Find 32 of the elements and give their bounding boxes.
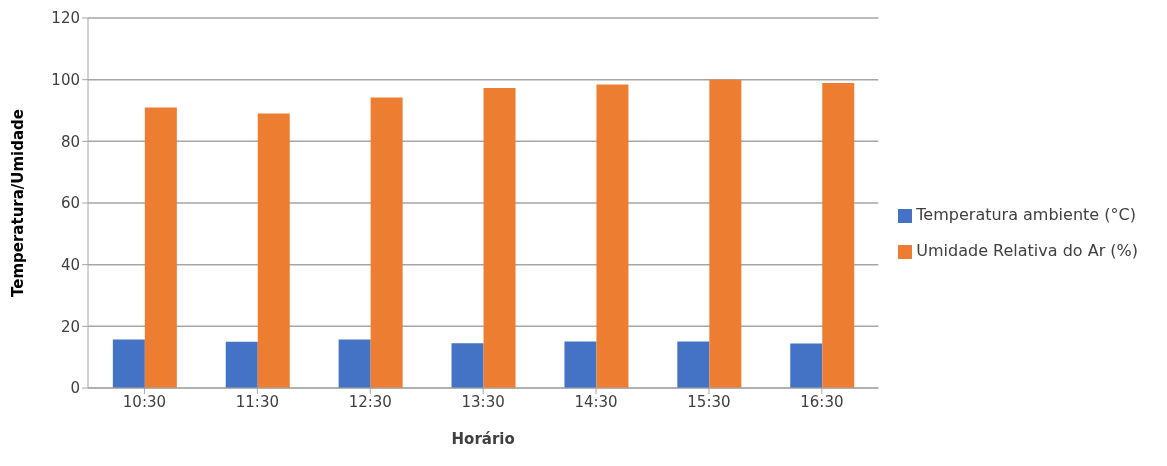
x-tick-label: 15:30 [687,392,731,411]
x-tick-label: 11:30 [235,392,279,411]
y-tick-label: 120 [51,9,80,28]
bar [112,339,145,388]
x-tick-label: 16:30 [800,392,844,411]
x-tick-label: 14:30 [574,392,618,411]
bar [257,113,290,388]
bar [790,343,823,388]
y-tick-label: 60 [60,194,80,213]
bar [451,343,484,388]
bar [677,341,710,388]
bar [596,84,629,388]
bar [370,97,403,388]
bar [822,83,855,388]
x-tick-label: 10:30 [122,392,167,411]
y-tick-label: 20 [60,317,80,336]
x-axis-title: Horário [451,429,515,448]
legend-label: Umidade Relativa do Ar (%) [916,241,1138,260]
y-tick-label: 40 [60,255,80,274]
legend-label: Temperatura ambiente (°C) [916,205,1136,224]
bar [709,79,742,388]
x-tick-label: 12:30 [348,392,392,411]
bar [564,341,597,388]
y-tick-label: 0 [70,379,80,398]
y-tick-label: 100 [51,70,80,89]
bar [144,107,177,388]
bar [483,87,516,388]
x-tick-label: 13:30 [461,392,505,411]
bar [338,339,371,388]
bar [225,341,258,388]
y-tick-label: 80 [60,132,80,151]
y-axis-title: Temperatura/Umidade [9,108,28,298]
